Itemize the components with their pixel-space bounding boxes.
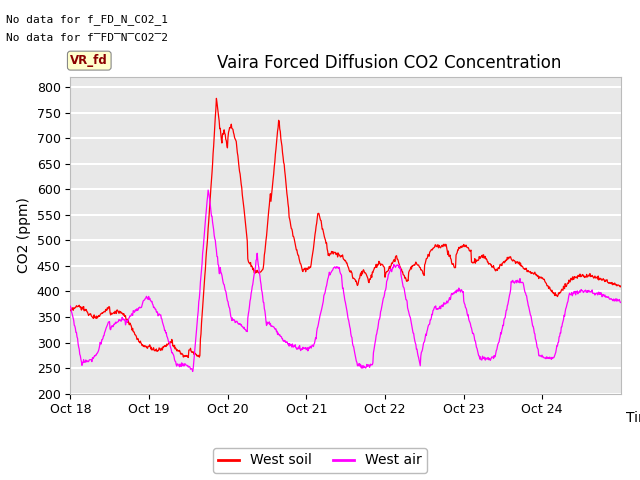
Text: VR_fd: VR_fd <box>70 54 108 67</box>
X-axis label: Time: Time <box>626 411 640 425</box>
Text: No data for f̅FD̅N̅CO2̅2: No data for f̅FD̅N̅CO2̅2 <box>6 33 168 43</box>
Y-axis label: CO2 (ppm): CO2 (ppm) <box>17 197 31 273</box>
Legend: West soil, West air: West soil, West air <box>212 448 428 473</box>
Title: Vaira Forced Diffusion CO2 Concentration: Vaira Forced Diffusion CO2 Concentration <box>218 54 562 72</box>
Text: No data for f_FD_N_CO2_1: No data for f_FD_N_CO2_1 <box>6 13 168 24</box>
